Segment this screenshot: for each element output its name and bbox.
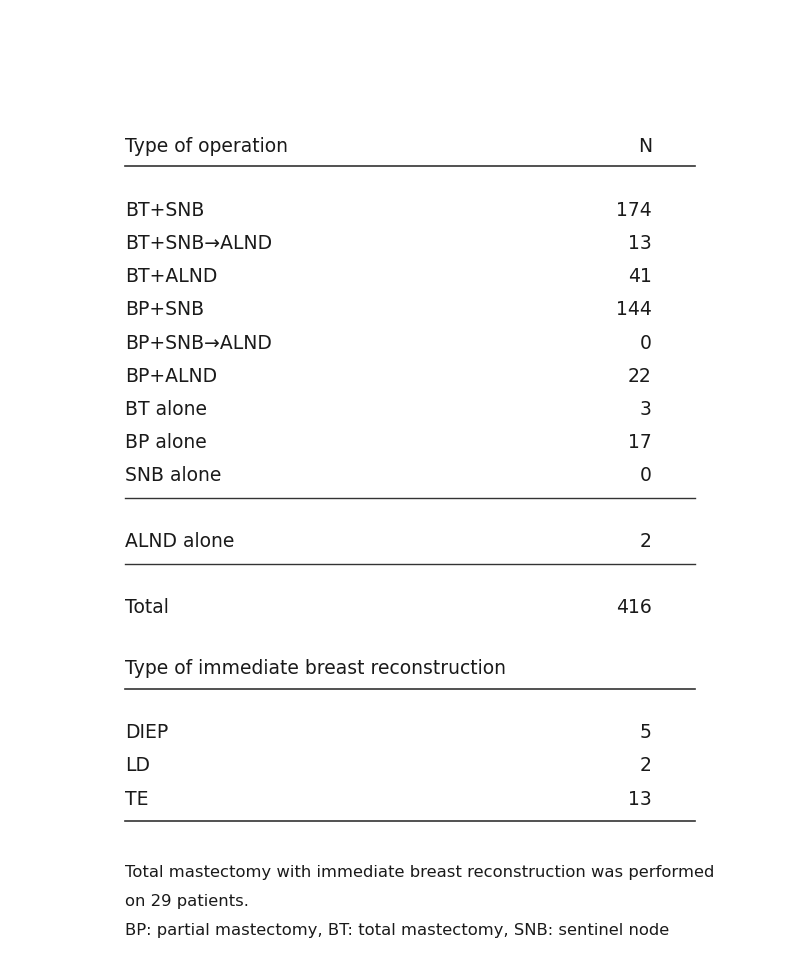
Text: 0: 0 xyxy=(640,334,652,353)
Text: 144: 144 xyxy=(616,300,652,319)
Text: on 29 patients.: on 29 patients. xyxy=(125,893,249,908)
Text: 0: 0 xyxy=(640,466,652,485)
Text: TE: TE xyxy=(125,789,148,808)
Text: 13: 13 xyxy=(628,789,652,808)
Text: Type of immediate breast reconstruction: Type of immediate breast reconstruction xyxy=(125,659,506,678)
Text: 2: 2 xyxy=(640,756,652,775)
Text: Type of operation: Type of operation xyxy=(125,136,288,155)
Text: 174: 174 xyxy=(616,200,652,219)
Text: 22: 22 xyxy=(628,366,652,385)
Text: BT+SNB→ALND: BT+SNB→ALND xyxy=(125,233,272,253)
Text: BP+SNB→ALND: BP+SNB→ALND xyxy=(125,334,272,353)
Text: 5: 5 xyxy=(640,722,652,741)
Text: BP+ALND: BP+ALND xyxy=(125,366,217,385)
Text: 2: 2 xyxy=(640,532,652,551)
Text: ALND alone: ALND alone xyxy=(125,532,234,551)
Text: LD: LD xyxy=(125,756,150,775)
Text: BP: partial mastectomy, BT: total mastectomy, SNB: sentinel node: BP: partial mastectomy, BT: total mastec… xyxy=(125,923,669,938)
Text: SNB alone: SNB alone xyxy=(125,466,221,485)
Text: BT+ALND: BT+ALND xyxy=(125,267,217,286)
Text: Total: Total xyxy=(125,598,169,617)
Text: BT+SNB: BT+SNB xyxy=(125,200,204,219)
Text: BT alone: BT alone xyxy=(125,399,206,418)
Text: biopsy, ALND: axillary lymph node dissection, RFA: radiofrequency abla-: biopsy, ALND: axillary lymph node dissec… xyxy=(125,952,716,953)
Text: 416: 416 xyxy=(616,598,652,617)
Text: N: N xyxy=(638,136,652,155)
Text: BP alone: BP alone xyxy=(125,433,206,452)
Text: Total mastectomy with immediate breast reconstruction was performed: Total mastectomy with immediate breast r… xyxy=(125,863,714,879)
Text: 41: 41 xyxy=(628,267,652,286)
Text: 3: 3 xyxy=(640,399,652,418)
Text: 13: 13 xyxy=(628,233,652,253)
Text: 17: 17 xyxy=(628,433,652,452)
Text: BP+SNB: BP+SNB xyxy=(125,300,204,319)
Text: DIEP: DIEP xyxy=(125,722,168,741)
